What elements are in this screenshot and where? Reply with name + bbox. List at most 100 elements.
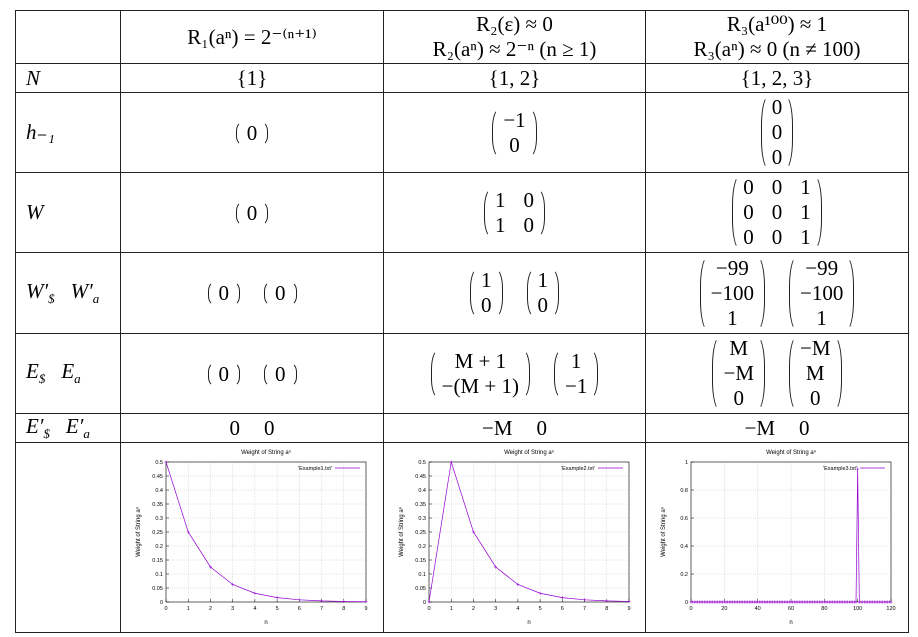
point-marker — [560, 595, 564, 599]
x-tick-label: 5 — [276, 606, 279, 612]
chart-cell: Weight of String aⁿ n Weight of String aⁿ 0… — [383, 442, 646, 634]
header-cell: R₁(aⁿ) = 2⁻⁽ⁿ⁺¹⁾ — [120, 10, 384, 64]
table-cell: {1, 2} — [383, 63, 646, 93]
y-tick-label: 0 — [422, 600, 425, 606]
matrix-entry: −99 — [805, 255, 839, 280]
matrix-entry: 1 — [495, 212, 506, 237]
label-part: N — [26, 66, 40, 90]
paren-left — [554, 348, 562, 399]
paren-right — [529, 107, 537, 158]
paren-left — [789, 255, 797, 331]
point-marker — [604, 599, 608, 603]
matrix-entry: 0 — [509, 132, 520, 157]
point-marker — [582, 598, 586, 602]
label-part: h₋₁ — [26, 120, 55, 144]
matrix: −99 −100 1 — [789, 255, 855, 331]
label-sub: a — [83, 426, 90, 442]
x-tick-label: 9 — [627, 606, 630, 612]
paren-right — [590, 348, 599, 399]
x-tick-label: 8 — [342, 606, 345, 612]
matrix-entry: 1 — [800, 200, 811, 224]
matrix-entry: 1 — [570, 348, 582, 373]
label-part: W′a — [70, 278, 100, 306]
x-tick-label: 0 — [427, 606, 430, 612]
matrix: 0 — [235, 200, 269, 226]
corner-cell — [15, 10, 121, 64]
row-label: E′$ E′a — [15, 412, 121, 444]
matrix-entry: 1 — [537, 268, 549, 292]
label-sub: $ — [43, 426, 50, 442]
paren-right — [495, 268, 503, 318]
matrix-body: −99 −100 1 — [708, 256, 757, 331]
paren-right — [846, 255, 855, 331]
matrix: 0 — [207, 281, 240, 307]
y-tick-label: 0.8 — [680, 488, 688, 494]
matrix: −1 0 — [492, 107, 537, 158]
point-marker — [208, 565, 212, 569]
paren-left — [732, 175, 740, 250]
matrix-entry: 0 — [523, 212, 535, 237]
legend-label: 'Example2.txt' — [561, 466, 595, 472]
point-marker — [320, 599, 324, 603]
table-cell: −M 0 — [645, 412, 909, 444]
paren-right — [522, 348, 530, 399]
y-tick-label: 1 — [685, 460, 688, 466]
matrix-body: 0 — [216, 362, 233, 387]
chart-title: Weight of String aⁿ — [504, 449, 554, 456]
x-axis-label: n — [264, 620, 267, 626]
point-marker — [856, 467, 860, 471]
matrix-entry: −M — [723, 361, 754, 385]
x-axis-label: n — [789, 620, 792, 626]
header-line: R₂(aⁿ) ≈ 2⁻ⁿ (n ≥ 1) — [432, 37, 597, 61]
y-tick-label: 0.1 — [418, 572, 426, 578]
matrix-entry: 0 — [218, 361, 230, 386]
label-part: E$ — [26, 359, 45, 386]
table-row: W′$ W′a 0 0 1 0 1 0 −99 −100 1 −99 −100 1 — [15, 252, 909, 334]
point-marker — [342, 599, 346, 603]
matrix-entry: −M — [800, 336, 831, 360]
point-marker — [275, 595, 279, 599]
matrix-entry: 0 — [743, 200, 754, 224]
x-tick-label: 8 — [605, 606, 608, 612]
x-tick-label: 40 — [755, 606, 761, 612]
y-axis-label: Weight of String aⁿ — [135, 507, 142, 557]
paren-left — [789, 336, 797, 411]
y-tick-label: 0.15 — [152, 558, 163, 564]
point-marker — [364, 599, 368, 603]
matrix-body: −M M 0 — [797, 336, 834, 411]
x-tick-label: 5 — [538, 606, 541, 612]
matrix: 0 — [264, 361, 297, 387]
matrix-entry: M — [729, 336, 749, 360]
table-cell: −99 −100 1 −99 −100 1 — [645, 252, 909, 334]
header-cell: R₂(ε) ≈ 0 R₂(aⁿ) ≈ 2⁻ⁿ (n ≥ 1) — [383, 10, 646, 64]
matrix-entry: 0 — [246, 200, 258, 225]
header-line: R₂(ε) ≈ 0 — [476, 12, 553, 36]
x-tick-label: 4 — [516, 606, 519, 612]
matrix-entry: 0 — [771, 120, 783, 144]
matrix-entry: 0 — [246, 120, 258, 145]
paren-left — [484, 187, 492, 238]
paren-right — [289, 361, 297, 387]
label-part: E′$ — [26, 414, 50, 442]
table-row: E′$ E′a 0 0 −M 0 −M 0 — [15, 412, 909, 444]
table-row: N {1} {1, 2} {1, 2, 3} — [15, 63, 909, 93]
point-marker — [854, 600, 858, 604]
matrix-entry: −(M + 1) — [441, 373, 519, 398]
chart-title: Weight of String aⁿ — [241, 449, 291, 456]
matrix-body: 0 — [272, 281, 289, 306]
matrix-entry: 0 — [810, 386, 821, 410]
matrix-entry: 0 — [733, 386, 744, 410]
cell-text: −M — [744, 416, 775, 441]
label-base: W′ — [70, 278, 93, 303]
paren-left — [264, 281, 272, 307]
matrix-entry: 0 — [771, 175, 783, 199]
table-row: h₋₁ 0 −1 0 0 0 0 — [15, 92, 909, 173]
matrix-entry: −100 — [710, 280, 754, 305]
y-tick-label: 0.45 — [152, 474, 163, 480]
matrix-entry: M — [805, 361, 825, 385]
y-tick-label: 0.2 — [418, 544, 426, 550]
